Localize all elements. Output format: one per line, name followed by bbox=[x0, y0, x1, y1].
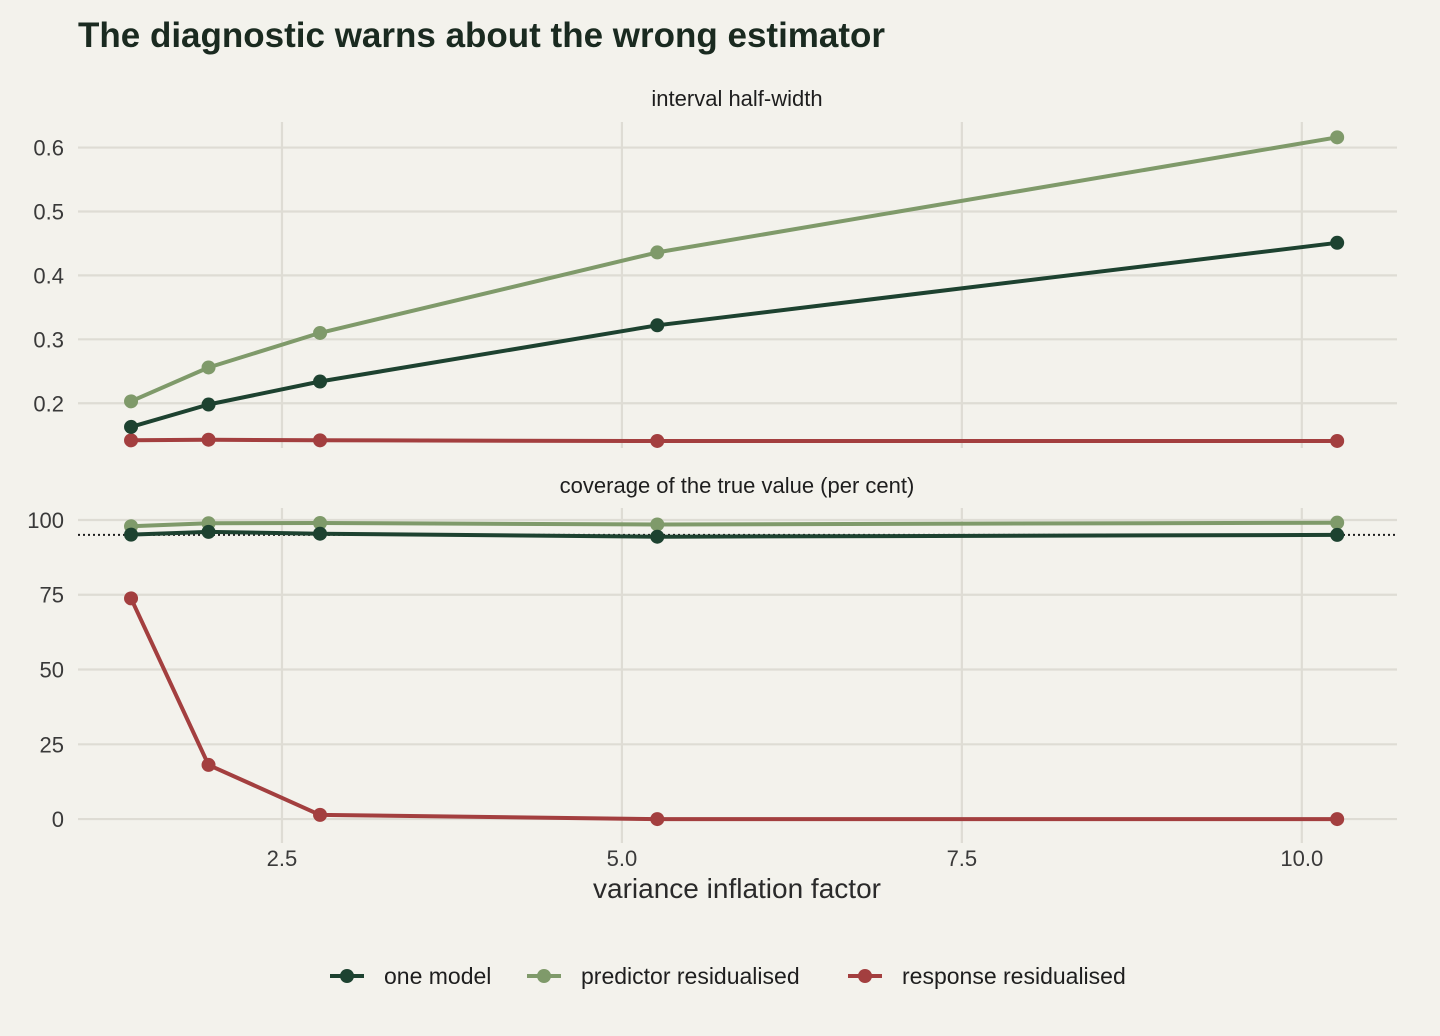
data-point bbox=[201, 757, 216, 772]
x-tick-label: 10.0 bbox=[1280, 846, 1323, 871]
y-tick-label: 0.4 bbox=[33, 263, 64, 288]
data-point bbox=[124, 591, 139, 606]
legend-label: predictor residualised bbox=[581, 963, 800, 989]
data-point bbox=[124, 433, 139, 448]
data-point bbox=[313, 325, 328, 340]
legend-label: one model bbox=[384, 963, 491, 989]
series-response-residualised bbox=[124, 591, 1345, 827]
data-point bbox=[124, 419, 139, 434]
panel-series bbox=[124, 130, 1345, 448]
panel-y-ticks: 0 25 50 75 100 bbox=[27, 508, 64, 832]
legend-item-response-residualised: response residualised bbox=[848, 963, 1126, 989]
legend-item-predictor-residualised: predictor residualised bbox=[527, 963, 800, 989]
series-line bbox=[129, 437, 1340, 443]
data-point bbox=[313, 807, 328, 822]
y-tick-label: 100 bbox=[27, 508, 64, 533]
data-point bbox=[650, 433, 665, 448]
legend-item-one-model: one model bbox=[330, 963, 491, 989]
x-tick-label: 5.0 bbox=[607, 846, 638, 871]
panel-coverage: coverage of the true value (per cent) 0 2… bbox=[27, 473, 1397, 843]
legend-label: response residualised bbox=[902, 963, 1126, 989]
data-point bbox=[1330, 130, 1345, 145]
x-axis-title: variance inflation factor bbox=[593, 873, 881, 904]
data-point bbox=[201, 360, 216, 375]
data-point bbox=[313, 374, 328, 389]
data-point bbox=[201, 524, 216, 539]
y-tick-label: 25 bbox=[40, 732, 64, 757]
series-predictor-residualised bbox=[124, 130, 1345, 409]
data-point bbox=[313, 433, 328, 448]
legend: one model predictor residualised response … bbox=[330, 963, 1126, 989]
data-point bbox=[650, 812, 665, 827]
y-tick-label: 0 bbox=[52, 807, 64, 832]
data-point bbox=[201, 432, 216, 447]
data-point bbox=[124, 527, 139, 542]
data-point bbox=[1330, 515, 1345, 530]
panel-title: coverage of the true value (per cent) bbox=[560, 473, 915, 498]
panel-series bbox=[124, 515, 1345, 827]
data-point bbox=[313, 515, 328, 530]
chart-title: The diagnostic warns about the wrong est… bbox=[78, 16, 885, 55]
data-point bbox=[650, 318, 665, 333]
series-one-model bbox=[124, 235, 1345, 434]
legend-swatch-point bbox=[340, 969, 354, 983]
y-tick-label: 0.5 bbox=[33, 199, 64, 224]
y-tick-label: 0.2 bbox=[33, 391, 64, 416]
y-tick-label: 50 bbox=[40, 658, 64, 683]
x-tick-label: 2.5 bbox=[267, 846, 298, 871]
y-tick-label: 0.3 bbox=[33, 327, 64, 352]
x-tick-label: 7.5 bbox=[947, 846, 978, 871]
x-axis-ticks: 2.5 5.0 7.5 10.0 bbox=[267, 846, 1324, 871]
data-point bbox=[650, 245, 665, 260]
data-point bbox=[1330, 433, 1345, 448]
series-response-residualised bbox=[124, 432, 1345, 448]
series-one-model bbox=[124, 524, 1345, 544]
legend-swatch-point bbox=[858, 969, 872, 983]
y-tick-label: 0.6 bbox=[33, 136, 64, 161]
data-point bbox=[1330, 235, 1345, 250]
data-point bbox=[1330, 812, 1345, 827]
data-point bbox=[1330, 527, 1345, 542]
data-point bbox=[201, 397, 216, 412]
panel-interval-half-width: interval half-width 0.2 0.3 0.4 0.5 0.6 bbox=[33, 86, 1397, 448]
data-point bbox=[313, 526, 328, 541]
data-point bbox=[650, 529, 665, 544]
data-point bbox=[650, 517, 665, 532]
panel-title: interval half-width bbox=[651, 86, 822, 111]
panel-y-ticks: 0.2 0.3 0.4 0.5 0.6 bbox=[33, 136, 64, 417]
y-tick-label: 75 bbox=[40, 583, 64, 608]
data-point bbox=[124, 394, 139, 409]
legend-swatch-point bbox=[537, 969, 551, 983]
